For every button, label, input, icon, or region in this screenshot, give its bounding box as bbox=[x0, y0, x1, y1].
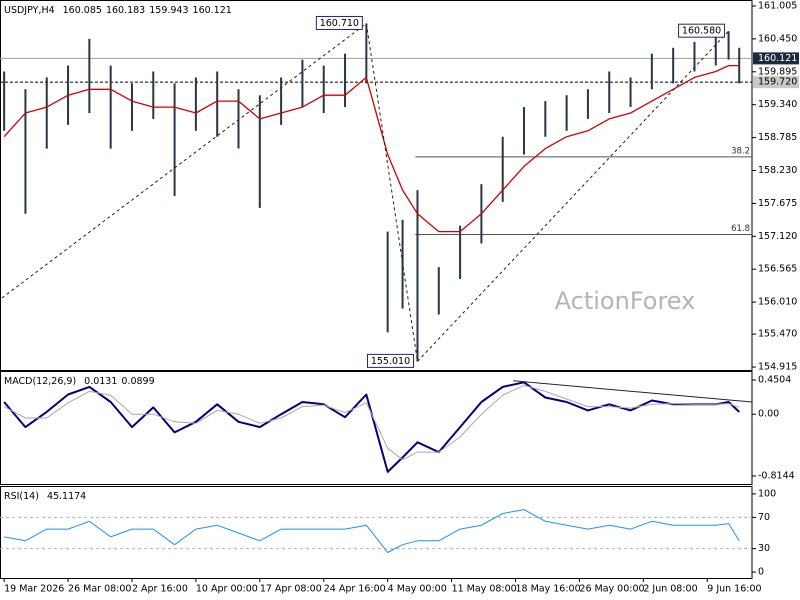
panel-reading: 160.183 bbox=[106, 5, 145, 16]
y-tick-label: 156.565 bbox=[758, 264, 797, 275]
panel-frame bbox=[0, 486, 753, 579]
y-tick-label: 0.4504 bbox=[758, 375, 791, 386]
y-tick-label: 157.675 bbox=[758, 198, 797, 209]
y-tick-label: 158.785 bbox=[758, 132, 797, 143]
watermark: ActionForex bbox=[555, 287, 696, 315]
y-tick-label: 70 bbox=[758, 512, 770, 523]
fib-label: 61.8 bbox=[731, 224, 750, 234]
x-tick-label: 19 Mar 2026 bbox=[4, 584, 64, 595]
x-tick-label: 24 Apr 16:00 bbox=[324, 584, 386, 595]
x-tick-label: 2 Jun 08:00 bbox=[643, 584, 697, 595]
trendline bbox=[1, 23, 367, 299]
y-tick-label: 154.915 bbox=[758, 362, 797, 373]
panel-header: USDJPY,H4 160.085 160.183 159.943 160.121 bbox=[4, 5, 232, 16]
price-tag-label: 160.121 bbox=[758, 53, 797, 64]
y-tick-label: 159.340 bbox=[758, 99, 797, 110]
trendline bbox=[417, 30, 729, 362]
panel-reading: 0.0131 bbox=[84, 376, 117, 387]
y-tick-label: 159.895 bbox=[758, 66, 797, 77]
y-tick-label: 160.450 bbox=[758, 33, 797, 44]
series-line bbox=[3, 384, 740, 461]
trendline bbox=[513, 380, 753, 403]
series-line bbox=[3, 64, 740, 233]
annotation-box bbox=[366, 353, 414, 368]
panel-reading: 159.943 bbox=[149, 5, 188, 16]
x-tick-label: 26 May 00:00 bbox=[579, 584, 644, 595]
y-tick-label: 0.00 bbox=[758, 409, 779, 420]
x-tick-label: 9 Jun 16:00 bbox=[707, 584, 761, 595]
y-tick-label: 100 bbox=[758, 488, 776, 499]
panel-reading: 0.0899 bbox=[121, 376, 154, 387]
annotation-label: 160.710 bbox=[320, 18, 359, 29]
y-tick-label: 30 bbox=[758, 543, 770, 554]
annotation-box bbox=[678, 23, 726, 38]
x-tick-label: 18 May 16:00 bbox=[515, 584, 580, 595]
trendline bbox=[365, 23, 418, 362]
panel-title: MACD(12,26,9) bbox=[4, 376, 76, 387]
annotation-box bbox=[315, 15, 363, 30]
panel-title: USDJPY,H4 bbox=[4, 5, 55, 16]
x-tick-label: 10 Apr 00:00 bbox=[196, 584, 258, 595]
panel-reading: 45.1174 bbox=[47, 491, 86, 502]
price-tag bbox=[753, 52, 799, 65]
panel-header: MACD(12,26,9) 0.0131 0.0899 bbox=[4, 376, 155, 387]
y-tick-label: 161.005 bbox=[758, 0, 797, 11]
panel-reading: 160.085 bbox=[63, 5, 102, 16]
y-tick-label: 0 bbox=[758, 567, 764, 578]
panel-frame bbox=[0, 371, 753, 485]
x-tick-label: 2 Apr 16:00 bbox=[132, 584, 188, 595]
panel-reading: 160.121 bbox=[193, 5, 232, 16]
y-tick-label: 156.010 bbox=[758, 297, 797, 308]
x-tick-label: 26 Mar 08:00 bbox=[68, 584, 131, 595]
y-tick-label: 155.470 bbox=[758, 329, 797, 340]
fib-label: 38.2 bbox=[731, 146, 750, 156]
x-tick-label: 11 May 08:00 bbox=[452, 584, 517, 595]
y-tick-label: 158.230 bbox=[758, 165, 797, 176]
series-line bbox=[3, 381, 740, 473]
price-tag bbox=[753, 76, 799, 89]
annotation-label: 155.010 bbox=[371, 356, 410, 367]
y-tick-label: -0.8144 bbox=[758, 470, 795, 481]
panel-frame bbox=[0, 0, 753, 371]
panel-header: RSI(14) 45.1174 bbox=[4, 491, 86, 502]
y-tick-label: 157.120 bbox=[758, 231, 797, 242]
price-tag-label: 159.720 bbox=[758, 77, 797, 88]
series-line bbox=[4, 509, 740, 553]
x-tick-label: 4 May 00:00 bbox=[388, 584, 447, 595]
panel-title: RSI(14) bbox=[4, 491, 39, 502]
annotation-label: 160.580 bbox=[682, 26, 721, 37]
x-tick-label: 17 Apr 08:00 bbox=[260, 584, 322, 595]
